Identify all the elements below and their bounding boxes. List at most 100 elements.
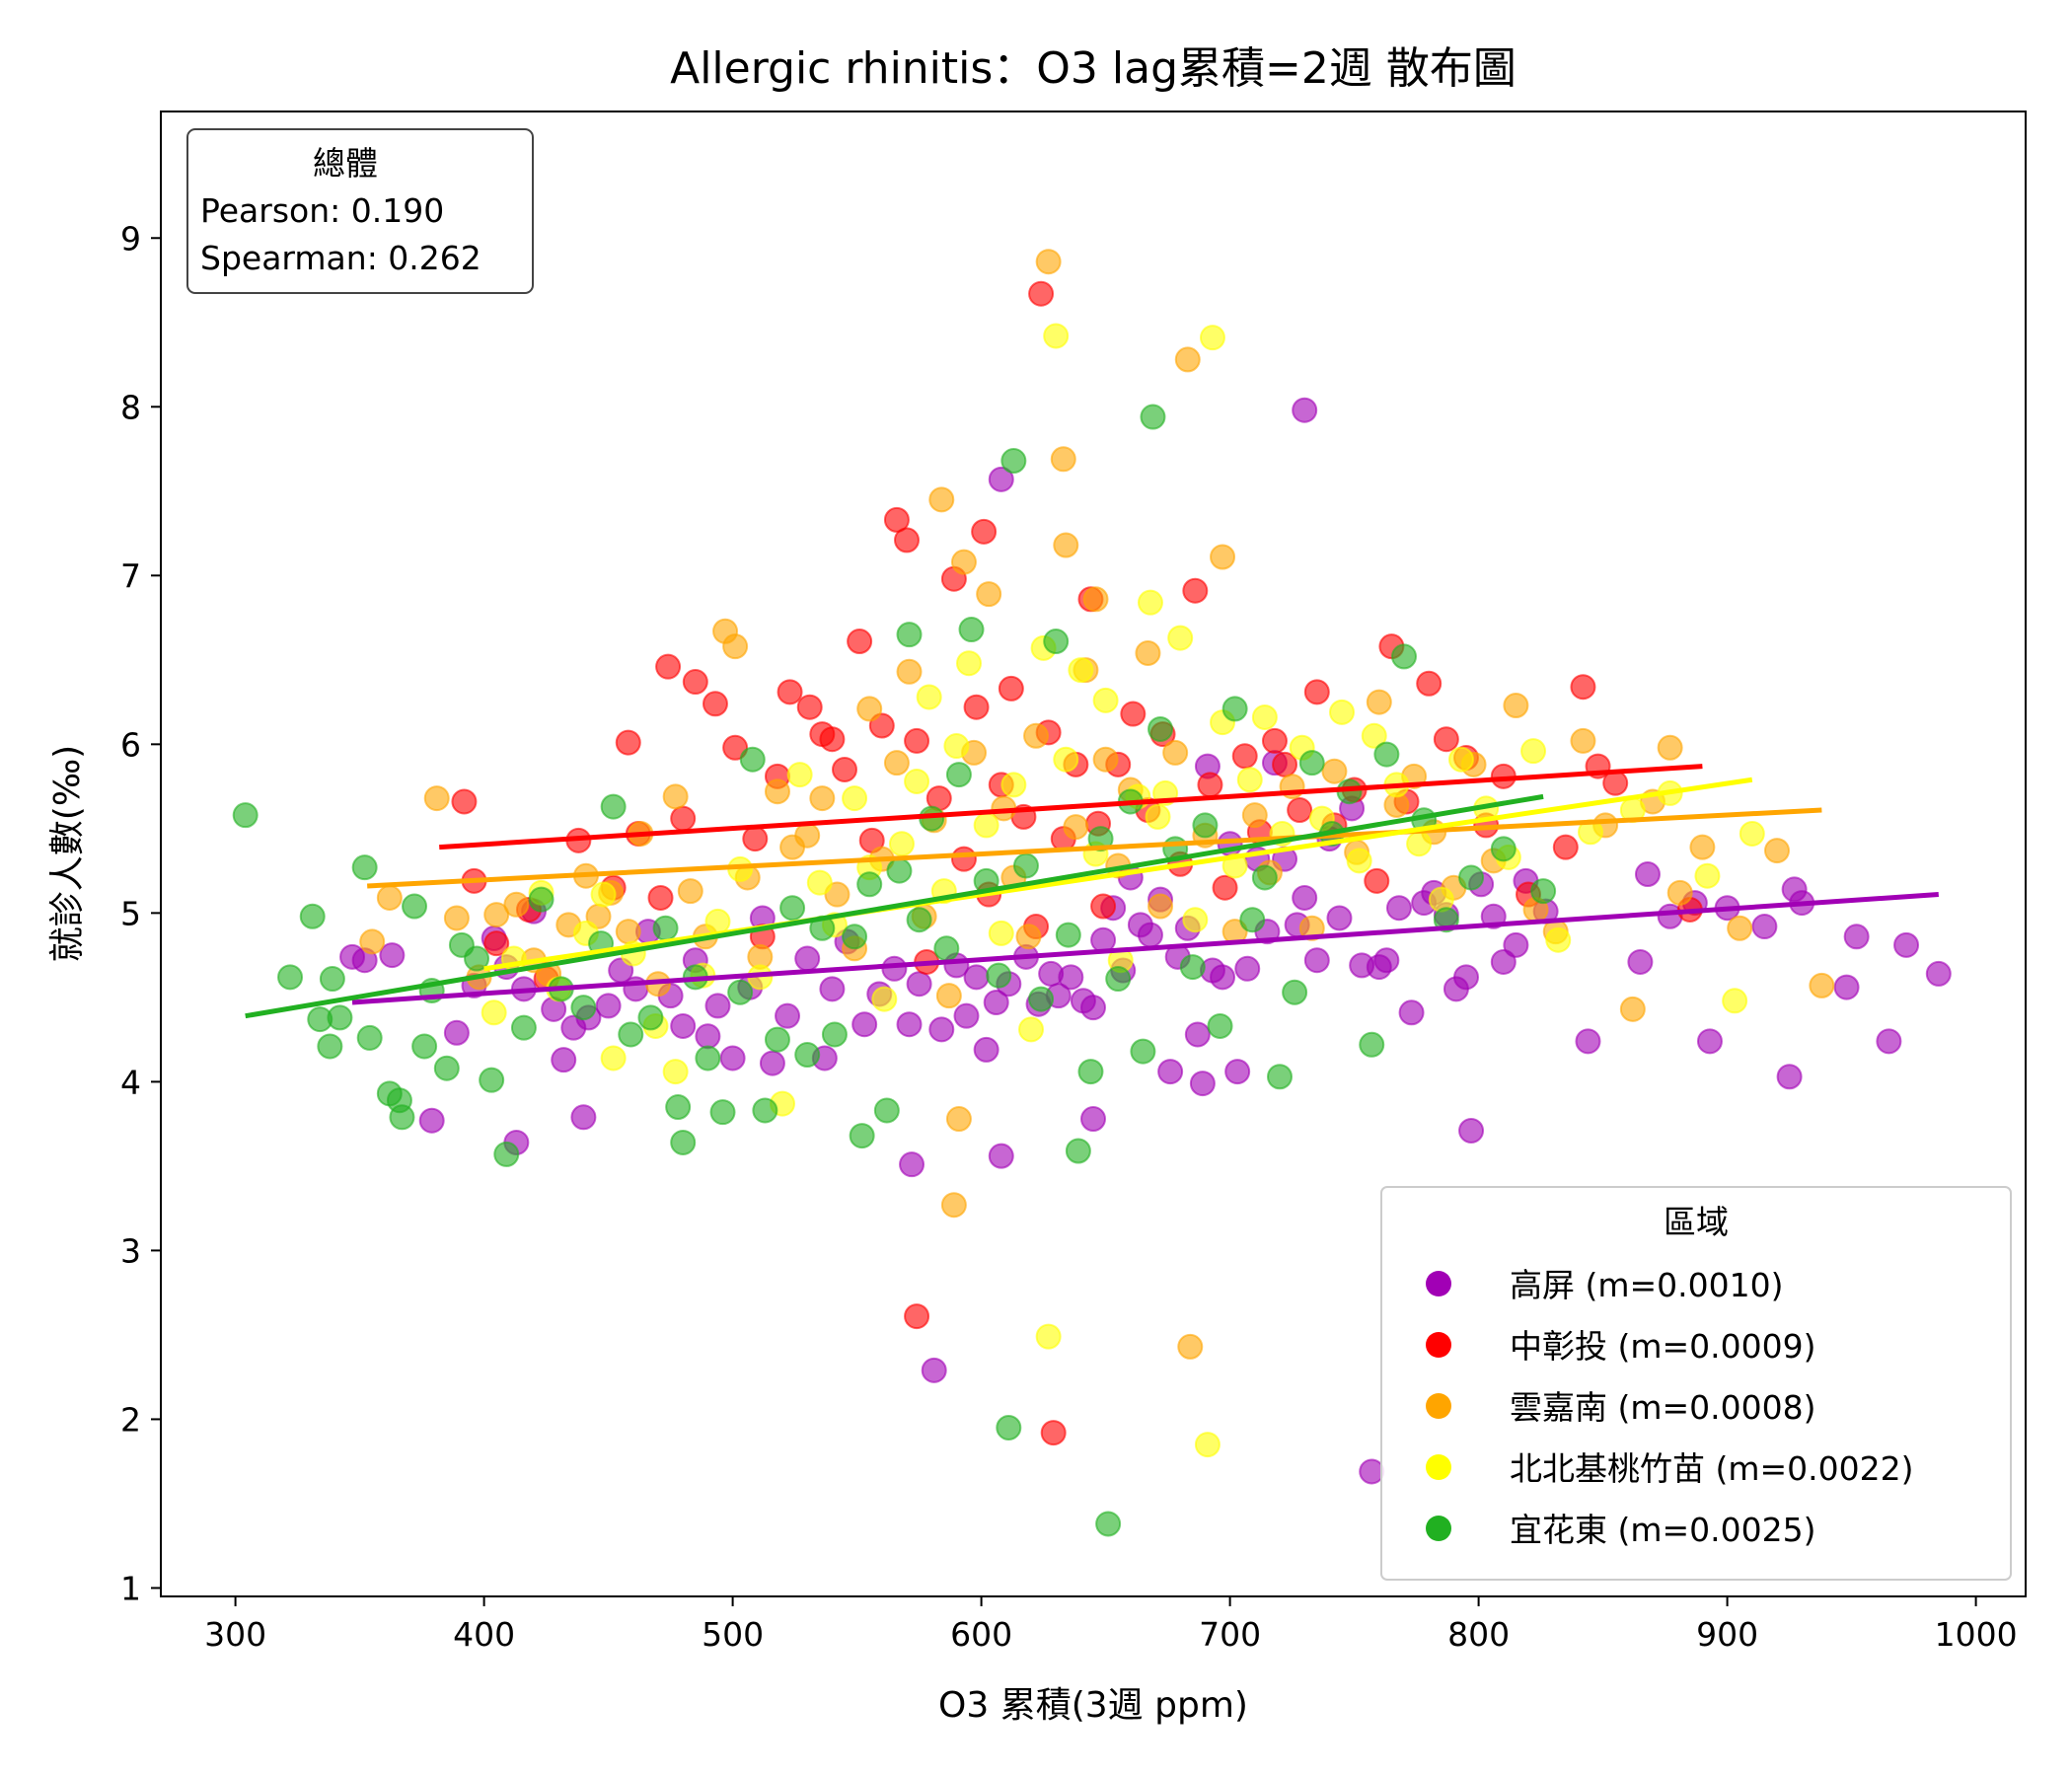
point-series-3 bbox=[1447, 746, 1474, 773]
fit-line-series-2 bbox=[367, 807, 1822, 889]
point-series-4 bbox=[351, 854, 378, 881]
point-series-4 bbox=[389, 1104, 415, 1131]
x-axis-label: O3 累積(3週 ppm) bbox=[938, 1685, 1248, 1726]
point-series-0 bbox=[1292, 884, 1318, 911]
legend-title: 區域 bbox=[1664, 1203, 1729, 1241]
point-series-2 bbox=[1657, 734, 1683, 761]
point-series-0 bbox=[896, 1011, 923, 1038]
y-tick-label: 6 bbox=[120, 725, 141, 764]
point-series-3 bbox=[1406, 831, 1433, 857]
point-series-3 bbox=[1167, 625, 1194, 651]
point-series-4 bbox=[906, 907, 932, 933]
point-series-3 bbox=[1194, 1432, 1221, 1458]
point-series-0 bbox=[1224, 1059, 1251, 1085]
point-series-4 bbox=[670, 1129, 697, 1155]
point-series-4 bbox=[1359, 1031, 1385, 1058]
point-series-2 bbox=[1082, 586, 1109, 613]
point-series-4 bbox=[842, 924, 868, 950]
point-series-0 bbox=[418, 1107, 445, 1134]
legend-marker bbox=[1426, 1454, 1451, 1480]
point-series-4 bbox=[1095, 1511, 1122, 1537]
point-series-0 bbox=[1234, 955, 1261, 982]
point-series-4 bbox=[896, 622, 923, 648]
point-series-4 bbox=[1055, 922, 1081, 948]
point-series-3 bbox=[956, 650, 982, 677]
point-series-0 bbox=[1575, 1028, 1601, 1055]
y-tick-label: 3 bbox=[120, 1231, 141, 1270]
point-series-1 bbox=[777, 679, 803, 705]
point-series-4 bbox=[528, 886, 555, 913]
point-series-4 bbox=[1192, 812, 1219, 839]
point-series-0 bbox=[1503, 931, 1529, 958]
legend-label: 宜花東 (m=0.0025) bbox=[1510, 1511, 1816, 1549]
point-series-1 bbox=[1602, 770, 1629, 796]
point-series-0 bbox=[1373, 947, 1400, 974]
point-series-4 bbox=[764, 1026, 790, 1053]
y-tick-label: 1 bbox=[120, 1569, 141, 1607]
point-series-2 bbox=[1162, 739, 1189, 766]
point-series-2 bbox=[376, 884, 403, 911]
point-series-1 bbox=[1040, 1420, 1067, 1446]
point-series-0 bbox=[1326, 905, 1353, 931]
point-series-3 bbox=[1346, 848, 1372, 874]
point-series-4 bbox=[433, 1055, 460, 1081]
point-series-0 bbox=[1776, 1064, 1803, 1090]
point-series-2 bbox=[1503, 693, 1529, 718]
point-series-4 bbox=[1077, 1059, 1104, 1085]
point-series-2 bbox=[950, 549, 977, 575]
point-series-0 bbox=[1137, 922, 1163, 948]
point-series-4 bbox=[1012, 852, 1039, 879]
point-series-4 bbox=[709, 1099, 736, 1126]
point-series-0 bbox=[443, 1019, 470, 1046]
point-series-2 bbox=[359, 928, 386, 955]
point-series-2 bbox=[1035, 249, 1062, 275]
point-series-1 bbox=[971, 518, 998, 545]
point-series-0 bbox=[775, 1002, 801, 1029]
point-series-4 bbox=[319, 966, 345, 993]
point-series-2 bbox=[1570, 727, 1596, 754]
y-tick-label: 2 bbox=[120, 1400, 141, 1439]
point-series-1 bbox=[1182, 577, 1209, 604]
point-series-3 bbox=[904, 768, 930, 794]
point-series-0 bbox=[595, 993, 622, 1019]
point-series-2 bbox=[1053, 532, 1079, 558]
point-series-1 bbox=[670, 805, 697, 832]
point-series-4 bbox=[1028, 986, 1055, 1012]
point-series-0 bbox=[1398, 999, 1425, 1026]
point-series-4 bbox=[411, 1033, 438, 1060]
point-series-0 bbox=[1876, 1028, 1902, 1055]
point-series-4 bbox=[727, 979, 754, 1005]
x-tick-label: 400 bbox=[453, 1615, 515, 1654]
legend-marker bbox=[1426, 1393, 1451, 1419]
point-series-2 bbox=[423, 785, 450, 812]
point-series-4 bbox=[1147, 715, 1174, 742]
point-series-1 bbox=[1120, 701, 1147, 727]
point-series-0 bbox=[921, 1357, 947, 1383]
y-tick-label: 9 bbox=[120, 219, 141, 258]
point-series-1 bbox=[1433, 726, 1459, 753]
legend-label: 雲嘉南 (m=0.0008) bbox=[1510, 1388, 1816, 1427]
point-series-2 bbox=[722, 633, 749, 660]
point-series-2 bbox=[483, 902, 510, 928]
point-series-0 bbox=[1303, 947, 1330, 974]
point-series-1 bbox=[1090, 893, 1117, 920]
point-series-0 bbox=[1184, 1021, 1211, 1048]
point-series-1 bbox=[998, 675, 1024, 702]
legend-marker bbox=[1426, 1271, 1451, 1296]
point-series-2 bbox=[1210, 544, 1236, 570]
point-series-4 bbox=[779, 895, 806, 922]
point-series-4 bbox=[327, 1004, 353, 1031]
fit-line-series-0 bbox=[351, 892, 1939, 1005]
point-series-1 bbox=[1364, 867, 1390, 894]
point-series-2 bbox=[928, 486, 955, 513]
point-series-2 bbox=[856, 696, 883, 722]
point-series-2 bbox=[1321, 758, 1348, 784]
point-series-0 bbox=[695, 1023, 721, 1050]
point-series-1 bbox=[1570, 674, 1596, 701]
point-series-4 bbox=[618, 1021, 644, 1048]
point-series-3 bbox=[1145, 803, 1171, 830]
point-series-1 bbox=[894, 527, 920, 554]
point-series-4 bbox=[1221, 696, 1248, 722]
point-series-2 bbox=[443, 905, 470, 931]
